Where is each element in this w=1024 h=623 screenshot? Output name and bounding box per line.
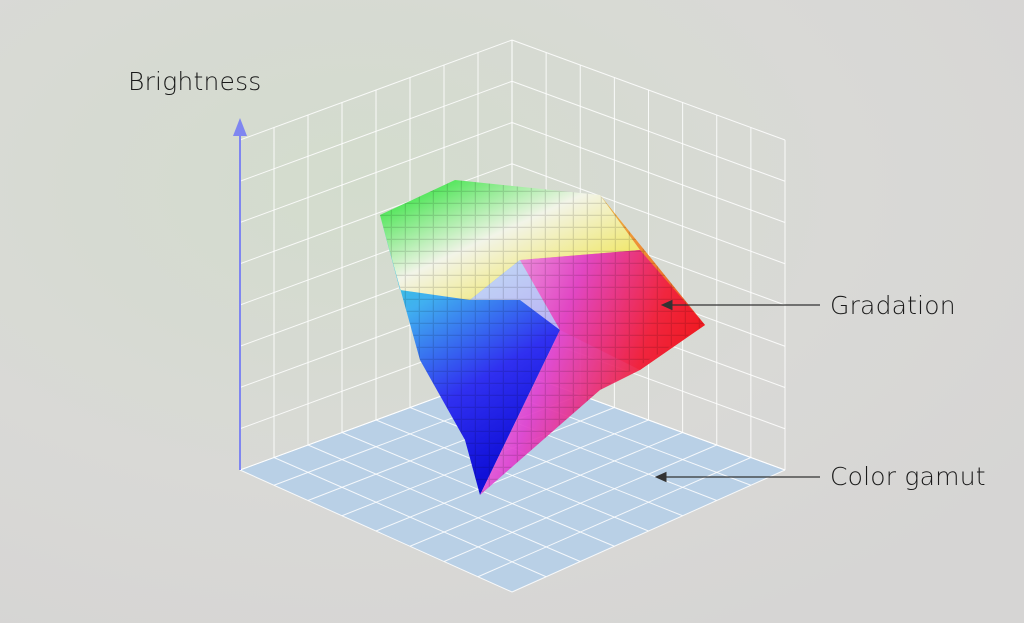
- grid-line: [375, 419, 649, 532]
- grid-line: [239, 80, 513, 182]
- grid-line: [239, 39, 513, 141]
- grid-line: [239, 122, 513, 223]
- gradation-label: Gradation: [830, 291, 956, 320]
- grid-line: [443, 444, 717, 562]
- grid-line: [511, 122, 786, 223]
- color-gamut-floor: [240, 370, 785, 592]
- grid-line: [511, 80, 786, 182]
- grid-line: [511, 39, 786, 141]
- brightness-axis-arrow-icon: [233, 118, 247, 136]
- grid-line: [511, 469, 786, 593]
- grid-line: [409, 407, 683, 517]
- brightness-label: Brightness: [128, 67, 262, 96]
- color-gamut-label: Color gamut: [830, 462, 986, 491]
- grid-line: [511, 163, 786, 265]
- grid-line: [409, 432, 683, 547]
- color-volume-solid: [380, 180, 705, 495]
- grid-line: [239, 163, 513, 265]
